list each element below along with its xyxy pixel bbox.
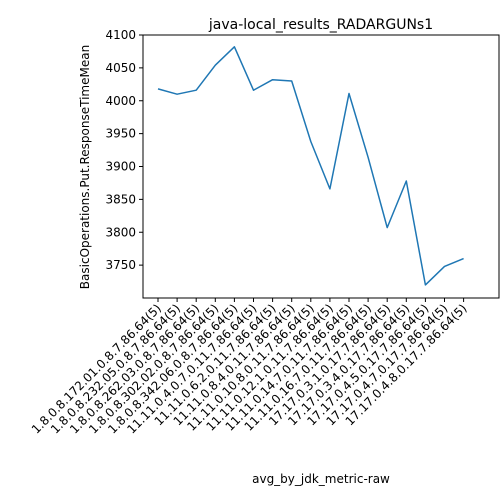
y-tick-label: 3900 xyxy=(105,160,136,174)
chart-title: java-local_results_RADARGUNs1 xyxy=(208,17,433,33)
plot-frame xyxy=(142,34,500,299)
y-tick-label: 3800 xyxy=(105,225,136,239)
y-tick-label: 4050 xyxy=(105,61,136,75)
series-layer xyxy=(157,46,464,286)
y-tick-label: 3850 xyxy=(105,192,136,206)
y-tick-label: 3950 xyxy=(105,127,136,141)
x-axis-label: avg_by_jdk_metric-raw xyxy=(252,472,390,486)
y-axis-label: BasicOperations.Put.ResponseTimeMean xyxy=(78,45,92,289)
y-tick-label: 4000 xyxy=(105,94,136,108)
y-axis-ticks: 3750 3800 3850 3900 3950 4000 4050 4100 xyxy=(105,28,143,272)
x-axis-ticks: 1.8.0.8.172.01.0.8.7.86.64(5)1.8.0.8.232… xyxy=(29,298,470,437)
y-tick-label: 3750 xyxy=(105,258,136,272)
y-tick-label: 4100 xyxy=(105,28,136,42)
series-line xyxy=(157,46,464,286)
